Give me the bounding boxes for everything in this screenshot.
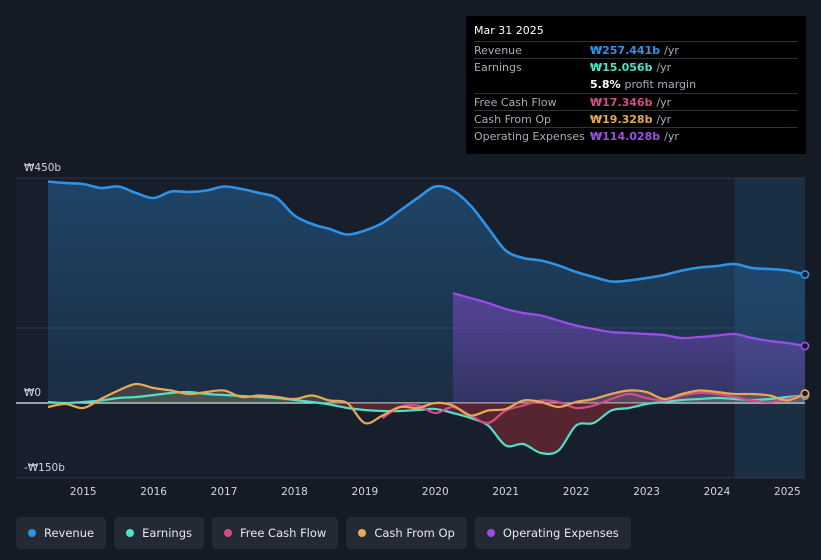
tooltip-unit: profit margin [624, 77, 697, 91]
tooltip-label: Revenue [474, 43, 522, 57]
cash-from-op-endpoint [800, 389, 810, 398]
legend-item-cash-from-op[interactable]: Cash From Op [346, 517, 467, 549]
tooltip-row-revenue: Revenue ₩257.441b /yr [474, 41, 798, 58]
legend-label: Operating Expenses [502, 526, 619, 540]
tooltip-value: ₩17.346b [590, 95, 653, 109]
legend-item-revenue[interactable]: Revenue [16, 517, 107, 549]
x-tick-label: 2019 [352, 486, 379, 498]
tooltip-row-operating-expenses: Operating Expenses ₩114.028b /yr [474, 127, 798, 144]
tooltip-value: ₩257.441b [590, 43, 661, 57]
earnings-positive-area [48, 391, 805, 403]
tooltip-value: ₩15.056b [590, 60, 653, 74]
legend-item-earnings[interactable]: Earnings [114, 517, 204, 549]
x-tick-label: 2020 [422, 486, 449, 498]
series-endpoints [800, 270, 810, 400]
x-tick-label: 2016 [140, 486, 167, 498]
legend-label: Cash From Op [374, 526, 455, 540]
tooltip-unit: /yr [656, 112, 672, 126]
tooltip-panel: Mar 31 2025 Revenue ₩257.441b /yr Earnin… [466, 16, 806, 154]
x-tick-label: 2018 [281, 486, 308, 498]
operating-expenses-endpoint [800, 341, 810, 351]
tooltip-value: ₩19.328b [590, 112, 653, 126]
tooltip-date: Mar 31 2025 [474, 24, 544, 37]
operating-expenses-line [452, 291, 806, 348]
x-tick-label: 2023 [633, 486, 660, 498]
tooltip-label: Cash From Op [474, 112, 552, 126]
x-tick-label: 2025 [774, 486, 801, 498]
operating-expenses-area [452, 293, 805, 403]
legend-label: Revenue [44, 526, 95, 540]
cash-from-op-line [47, 382, 806, 425]
tooltip-row-cash-from-op: Cash From Op ₩19.328b /yr [474, 110, 798, 127]
legend: Revenue Earnings Free Cash Flow Cash Fro… [16, 517, 631, 549]
y-tick-label: ₩450b [24, 162, 61, 174]
tooltip-unit: /yr [656, 60, 672, 74]
legend-dot-icon [486, 529, 495, 537]
legend-label: Free Cash Flow [240, 526, 327, 540]
legend-dot-icon [126, 529, 135, 537]
x-tick-label: 2024 [704, 486, 731, 498]
x-tick-label: 2015 [70, 486, 97, 498]
x-tick-label: 2022 [563, 486, 590, 498]
tooltip-row-profit-margin: 5.8% profit margin [474, 76, 798, 93]
legend-item-operating-expenses[interactable]: Operating Expenses [474, 517, 631, 549]
x-tick-label: 2017 [211, 486, 238, 498]
tooltip-value: 5.8% [590, 77, 621, 91]
tooltip-unit: /yr [656, 95, 672, 109]
y-axis: ₩450b ₩0 -₩150b [24, 162, 65, 474]
tooltip-unit: /yr [664, 43, 679, 57]
x-tick-label: 2021 [492, 486, 519, 498]
x-axis: 2015 2016 2017 2018 2019 2020 2021 2022 2023 2024… [70, 486, 801, 498]
legend-dot-icon [28, 529, 36, 537]
tooltip-label: Operating Expenses [474, 130, 585, 144]
y-tick-label: ₩0 [24, 387, 41, 399]
legend-item-free-cash-flow[interactable]: Free Cash Flow [212, 517, 339, 549]
tooltip-label: Earnings [474, 60, 522, 74]
series-lines [47, 180, 806, 456]
legend-dot-icon [224, 529, 232, 537]
tooltip-value: ₩114.028b [590, 130, 661, 144]
y-tick-label: -₩150b [24, 462, 65, 474]
revenue-line [47, 180, 806, 283]
revenue-endpoint [800, 270, 810, 279]
tooltip-unit: /yr [664, 130, 679, 144]
legend-dot-icon [358, 529, 367, 537]
free-cash-flow-line [381, 391, 806, 425]
tooltip-label: Free Cash Flow [474, 95, 557, 109]
tooltip-row-earnings: Earnings ₩15.056b /yr [474, 58, 798, 75]
legend-label: Earnings [142, 526, 192, 540]
tooltip-row-free-cash-flow: Free Cash Flow ₩17.346b /yr [474, 92, 798, 110]
